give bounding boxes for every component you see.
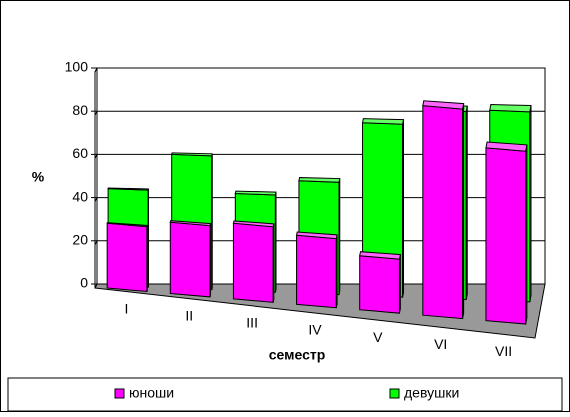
x-axis-title: семестр bbox=[269, 347, 326, 363]
bar-side bbox=[273, 224, 274, 302]
bar-side bbox=[530, 106, 531, 302]
x-tick-label: II bbox=[185, 307, 193, 323]
side-wall bbox=[95, 68, 97, 288]
bar bbox=[233, 221, 273, 302]
bar-side bbox=[526, 145, 527, 324]
bar-front bbox=[423, 106, 463, 319]
y-tick-label: 100 bbox=[65, 59, 89, 75]
bar-front bbox=[486, 148, 526, 324]
x-tick-label: IV bbox=[308, 322, 322, 338]
bar-side bbox=[463, 104, 464, 319]
y-tick-label: 20 bbox=[72, 232, 88, 248]
y-tick-label: 0 bbox=[80, 275, 88, 291]
bar-front bbox=[170, 222, 210, 297]
x-tick-label: I bbox=[124, 300, 128, 316]
y-axis-title: % bbox=[32, 169, 45, 185]
bar-front bbox=[107, 223, 147, 291]
bar-front bbox=[297, 235, 337, 308]
y-tick-label: 80 bbox=[72, 102, 88, 118]
y-tick-label: 60 bbox=[72, 145, 88, 161]
bar bbox=[360, 252, 401, 313]
bar-top bbox=[363, 119, 404, 125]
x-tick-label: III bbox=[246, 315, 258, 331]
x-tick-label: VII bbox=[495, 343, 512, 359]
bar-front bbox=[233, 223, 273, 302]
bar-side bbox=[403, 120, 404, 297]
legend-swatch bbox=[115, 389, 124, 398]
bar bbox=[107, 223, 147, 292]
bar-top bbox=[490, 105, 531, 112]
x-tick-label: V bbox=[373, 329, 383, 345]
legend-box bbox=[8, 378, 562, 411]
bar bbox=[486, 142, 527, 324]
bar-front bbox=[360, 256, 400, 313]
bar bbox=[423, 101, 464, 319]
legend-label: девушки bbox=[404, 385, 459, 401]
bar bbox=[170, 221, 210, 297]
legend-label: юноши bbox=[129, 385, 174, 401]
bar-side bbox=[466, 106, 467, 299]
legend-swatch bbox=[390, 389, 399, 398]
bar-side bbox=[275, 192, 276, 292]
bar-side bbox=[339, 179, 340, 295]
bar-side bbox=[399, 255, 400, 314]
bar bbox=[297, 232, 338, 308]
bar-side bbox=[336, 235, 337, 308]
x-tick-label: VI bbox=[434, 336, 447, 352]
y-tick-label: 40 bbox=[72, 188, 88, 204]
